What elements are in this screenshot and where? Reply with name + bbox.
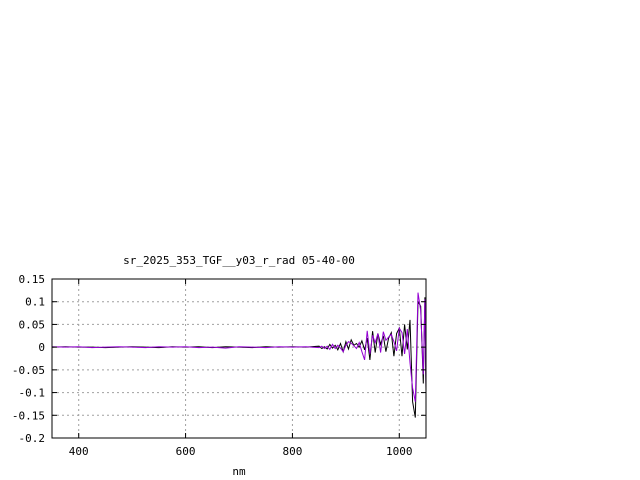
plot-border <box>51 278 427 439</box>
ticks: 400 600 800 1000 -0.2 -0.15 -0.1 -0.05 0 0.05 0.1 0… <box>12 273 426 458</box>
chart-title: sr_2025_353_TGF__y03_r_rad 05-40-00 <box>123 254 355 267</box>
x-tick-label: 400 <box>69 445 89 458</box>
x-tick-label: 600 <box>176 445 196 458</box>
y-tick-label: 0.1 <box>25 296 45 309</box>
x-tick-label: 800 <box>282 445 302 458</box>
y-tick-label: 0.05 <box>19 318 46 331</box>
x-axis-label: nm <box>232 465 246 478</box>
y-tick-label: -0.15 <box>12 409 45 422</box>
series-line-1 <box>51 297 427 418</box>
y-tick-label: 0 <box>38 341 45 354</box>
y-tick-label: -0.2 <box>19 432 46 445</box>
series-group <box>51 292 427 418</box>
y-tick-label: -0.1 <box>19 387 46 400</box>
series-line-2 <box>51 292 427 402</box>
x-tick-label: 1000 <box>386 445 413 458</box>
y-tick-label: 0.15 <box>19 273 46 286</box>
y-tick-label: -0.05 <box>12 364 45 377</box>
